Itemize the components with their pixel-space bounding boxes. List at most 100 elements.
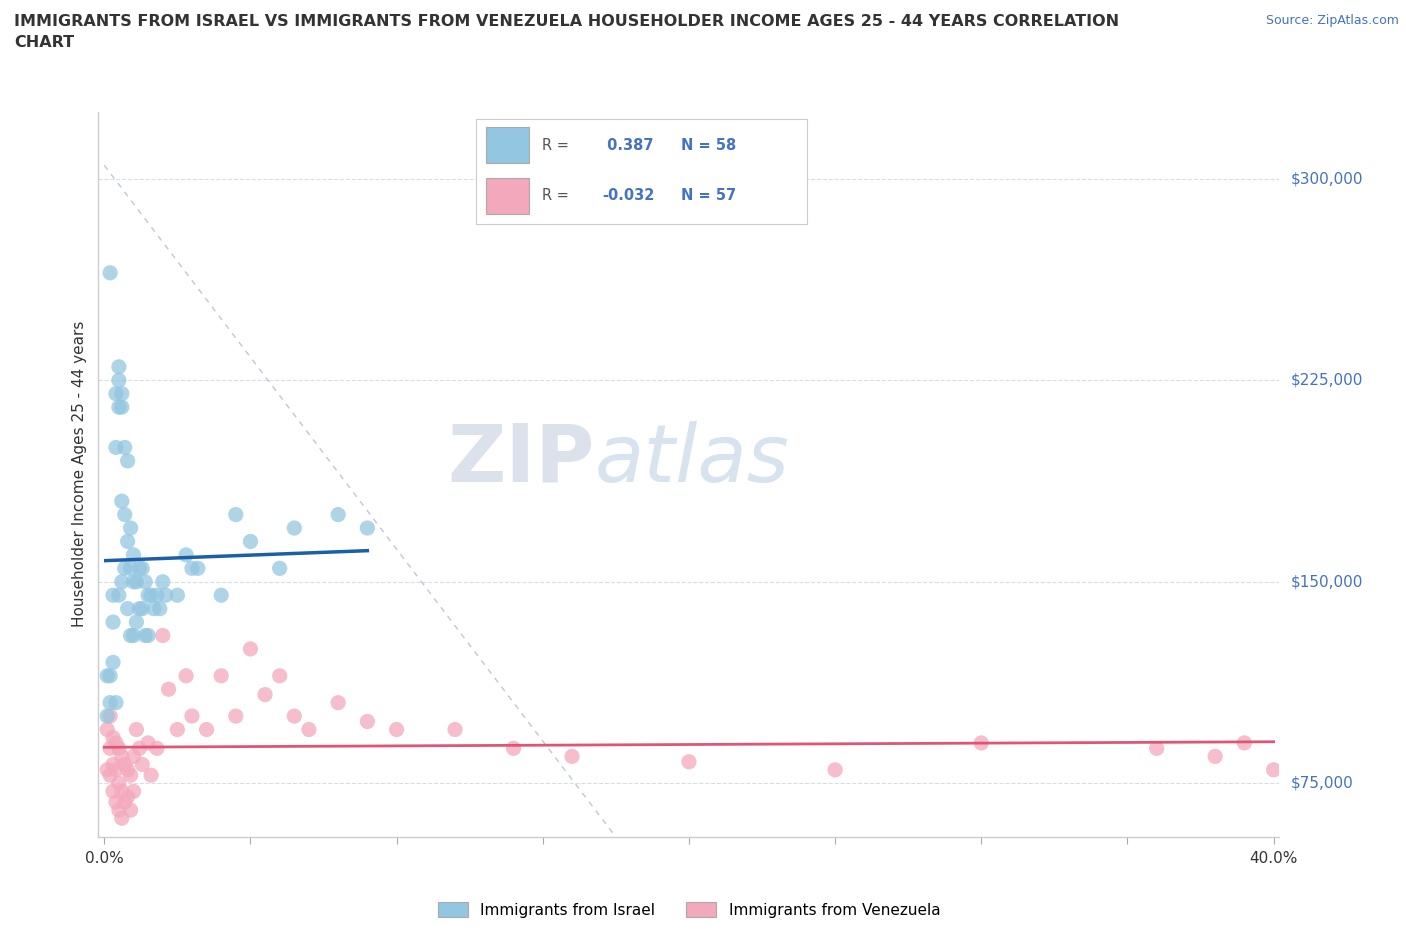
Point <box>120 521 142 536</box>
Point <box>298 722 321 737</box>
Point <box>114 507 136 522</box>
Point <box>187 561 209 576</box>
Point <box>108 359 131 374</box>
Text: ZIP: ZIP <box>447 420 595 498</box>
Point <box>225 507 247 522</box>
Point <box>181 709 204 724</box>
Point <box>101 588 124 603</box>
Point <box>120 803 142 817</box>
Point <box>131 757 153 772</box>
Point <box>96 763 118 777</box>
Point <box>181 561 204 576</box>
Point <box>98 669 121 684</box>
Point <box>96 709 118 724</box>
Point <box>209 588 232 603</box>
Text: atlas: atlas <box>595 420 789 498</box>
Point <box>96 722 118 737</box>
Point <box>117 763 139 777</box>
Point <box>225 709 247 724</box>
Point <box>136 628 159 643</box>
Point <box>120 768 142 783</box>
Point <box>131 561 153 576</box>
Point <box>117 790 139 804</box>
Point <box>122 784 145 799</box>
Point <box>117 454 139 469</box>
Point <box>269 561 291 576</box>
Point <box>101 757 124 772</box>
Point <box>128 741 150 756</box>
Point <box>139 588 162 603</box>
Point <box>98 768 121 783</box>
Point <box>174 669 197 684</box>
Point <box>98 265 121 280</box>
Point <box>101 730 124 745</box>
Point <box>104 696 127 711</box>
Point <box>174 548 197 563</box>
Point <box>120 628 142 643</box>
Point <box>155 588 177 603</box>
Point <box>444 722 467 737</box>
Point <box>108 776 131 790</box>
Point <box>385 722 408 737</box>
Point <box>356 714 378 729</box>
Point <box>269 669 291 684</box>
Point <box>125 722 148 737</box>
Point <box>104 794 127 809</box>
Point <box>111 749 134 764</box>
Text: $150,000: $150,000 <box>1291 574 1362 590</box>
Point <box>1233 736 1256 751</box>
Point <box>101 615 124 630</box>
Text: Source: ZipAtlas.com: Source: ZipAtlas.com <box>1265 14 1399 27</box>
Legend: Immigrants from Israel, Immigrants from Venezuela: Immigrants from Israel, Immigrants from … <box>432 896 946 923</box>
Point <box>108 588 131 603</box>
Point <box>139 768 162 783</box>
Point <box>108 741 131 756</box>
Point <box>104 763 127 777</box>
Point <box>1263 763 1285 777</box>
Point <box>678 754 700 769</box>
Point <box>824 763 846 777</box>
Point <box>111 400 134 415</box>
Point <box>239 534 262 549</box>
Point <box>128 561 150 576</box>
Point <box>143 601 166 616</box>
Point <box>104 386 127 401</box>
Point <box>120 561 142 576</box>
Point <box>98 709 121 724</box>
Point <box>283 709 305 724</box>
Point <box>1146 741 1168 756</box>
Text: IMMIGRANTS FROM ISRAEL VS IMMIGRANTS FROM VENEZUELA HOUSEHOLDER INCOME AGES 25 -: IMMIGRANTS FROM ISRAEL VS IMMIGRANTS FRO… <box>14 14 1119 50</box>
Point <box>114 440 136 455</box>
Point <box>254 687 277 702</box>
Point <box>209 669 232 684</box>
Point <box>166 722 188 737</box>
Point <box>152 628 174 643</box>
Point <box>157 682 180 697</box>
Point <box>125 615 148 630</box>
Point <box>114 561 136 576</box>
Text: $75,000: $75,000 <box>1291 776 1354 790</box>
Point <box>146 588 169 603</box>
Text: $225,000: $225,000 <box>1291 373 1362 388</box>
Point <box>111 494 134 509</box>
Text: $300,000: $300,000 <box>1291 171 1362 186</box>
Point <box>104 736 127 751</box>
Y-axis label: Householder Income Ages 25 - 44 years: Householder Income Ages 25 - 44 years <box>72 321 87 628</box>
Point <box>356 521 378 536</box>
Point <box>122 749 145 764</box>
Point <box>125 575 148 590</box>
Point <box>101 784 124 799</box>
Point <box>114 794 136 809</box>
Point <box>326 696 349 711</box>
Point <box>98 696 121 711</box>
Point <box>502 741 524 756</box>
Point <box>146 741 169 756</box>
Point <box>98 741 121 756</box>
Point <box>149 601 172 616</box>
Point <box>195 722 218 737</box>
Point <box>152 575 174 590</box>
Point <box>117 601 139 616</box>
Point <box>117 534 139 549</box>
Point <box>970 736 993 751</box>
Point <box>134 575 156 590</box>
